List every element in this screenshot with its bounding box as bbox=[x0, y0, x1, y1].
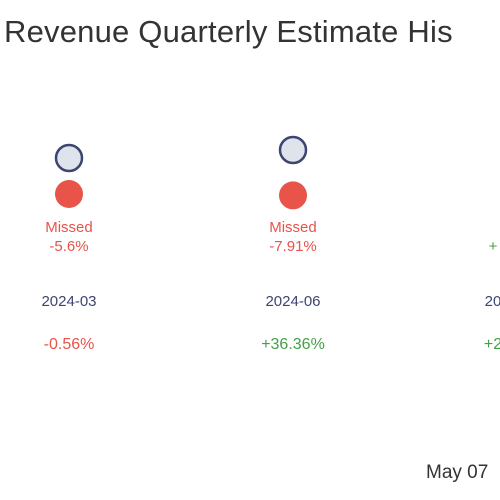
estimate-marker bbox=[278, 135, 308, 165]
chart-title: Revenue Quarterly Estimate His bbox=[4, 14, 453, 49]
period-tick-label: 2024-03 bbox=[41, 293, 96, 310]
change-label: +2 bbox=[484, 336, 500, 353]
surprise-label: -7.91% bbox=[269, 238, 317, 255]
actual-marker bbox=[55, 180, 83, 208]
estimate-marker bbox=[54, 143, 84, 173]
result-label: Missed bbox=[269, 219, 317, 236]
change-label: +36.36% bbox=[261, 336, 325, 353]
surprise-label: + bbox=[489, 238, 498, 255]
result-label: Missed bbox=[45, 219, 93, 236]
period-tick-label: 2024-06 bbox=[265, 293, 320, 310]
date-footer: May 07 bbox=[426, 462, 489, 483]
period-tick-label: 20 bbox=[485, 293, 500, 310]
actual-marker bbox=[279, 181, 307, 210]
change-label: -0.56% bbox=[44, 336, 95, 353]
surprise-label: -5.6% bbox=[49, 238, 88, 255]
